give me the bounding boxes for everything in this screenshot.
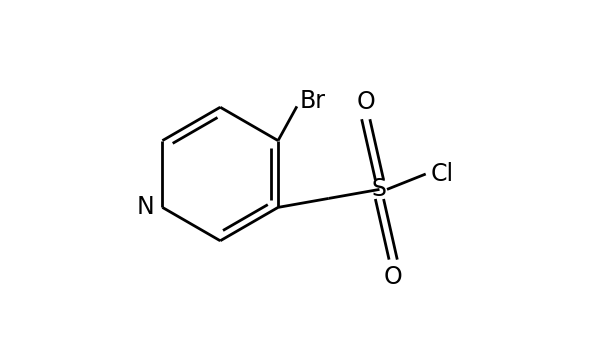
Text: Cl: Cl (431, 162, 454, 186)
Text: N: N (137, 195, 155, 219)
Text: O: O (384, 265, 402, 289)
Text: O: O (356, 90, 375, 114)
Text: Br: Br (300, 89, 326, 113)
Text: S: S (372, 177, 387, 201)
